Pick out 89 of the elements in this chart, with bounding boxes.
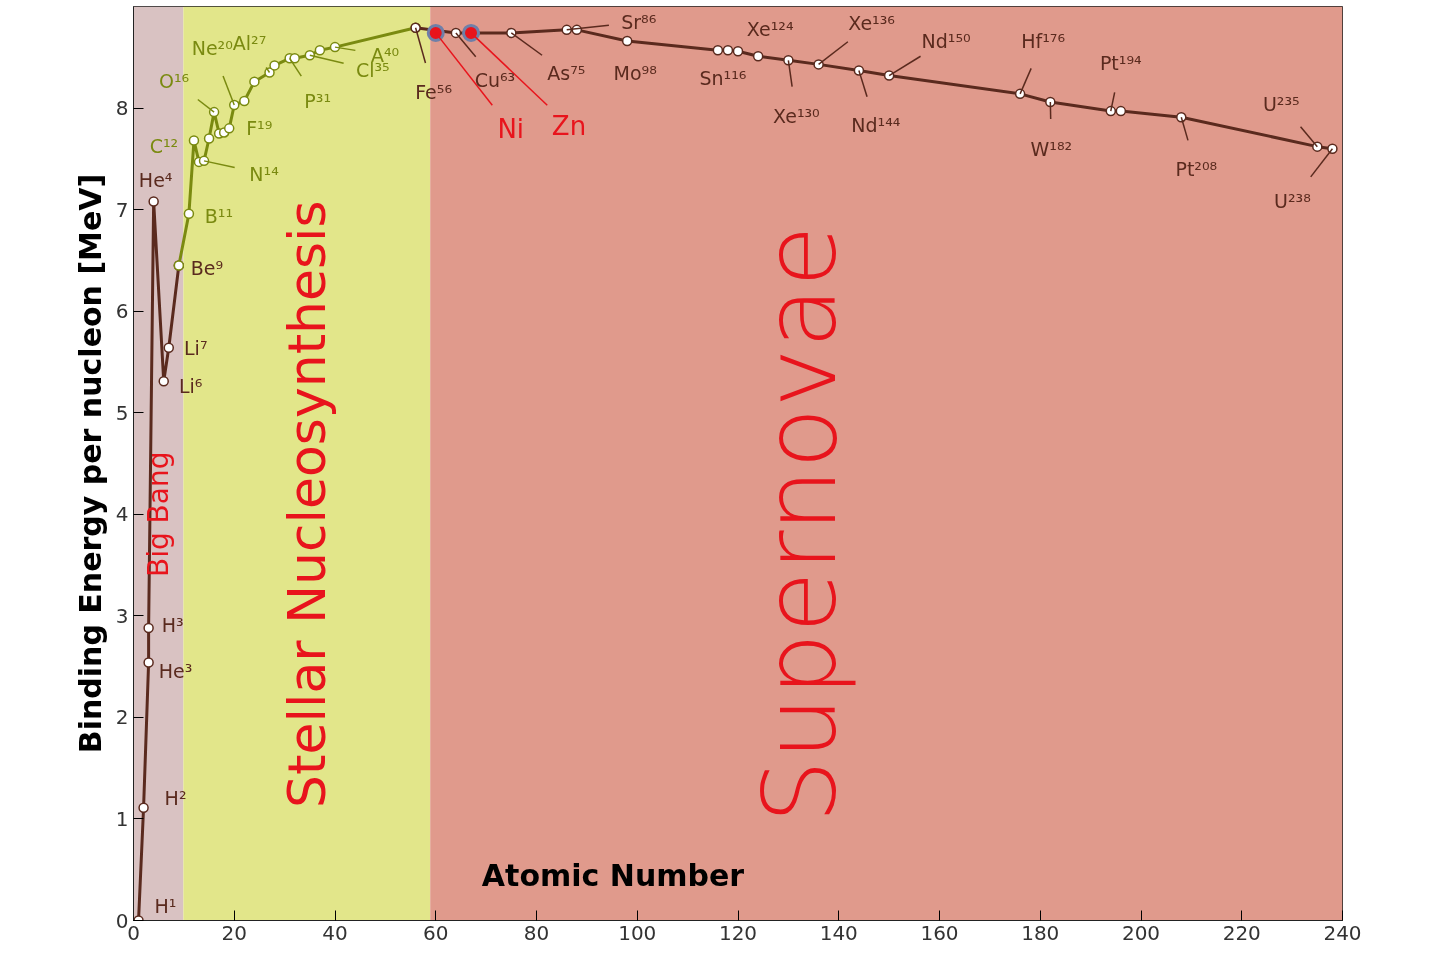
point bbox=[143, 657, 154, 668]
x-tick-label: 160 bbox=[920, 920, 959, 945]
point bbox=[148, 196, 159, 207]
annotation: Mo⁹⁸ bbox=[613, 62, 657, 85]
point bbox=[249, 76, 260, 87]
x-tick-label: 60 bbox=[423, 920, 449, 945]
annotation: Li⁶ bbox=[178, 375, 203, 398]
x-tick-label: 180 bbox=[1021, 920, 1060, 945]
x-tick-label: 80 bbox=[523, 920, 550, 945]
point bbox=[158, 376, 169, 387]
annotation: Al²⁷ bbox=[232, 31, 267, 54]
annotation: Li⁷ bbox=[184, 336, 208, 359]
annotation: H³ bbox=[161, 614, 184, 637]
annotation: Sr⁸⁶ bbox=[621, 10, 657, 33]
annotation: F¹⁹ bbox=[246, 117, 273, 140]
annotation: Sn¹¹⁶ bbox=[699, 67, 747, 90]
annotation: C¹² bbox=[149, 134, 179, 157]
y-tick-label: 6 bbox=[115, 299, 129, 324]
point bbox=[269, 60, 280, 71]
point bbox=[314, 44, 326, 56]
annotation: Xe¹²⁴ bbox=[746, 18, 794, 41]
point bbox=[138, 802, 149, 814]
point bbox=[188, 135, 200, 146]
annotation: Nd¹⁵⁰ bbox=[921, 29, 971, 52]
y-tick-label: 8 bbox=[115, 96, 129, 121]
point bbox=[183, 208, 195, 219]
point bbox=[712, 44, 724, 56]
annotation: Be⁹ bbox=[190, 257, 224, 280]
annotation: Nd¹⁴⁴ bbox=[851, 114, 901, 137]
point bbox=[1327, 143, 1338, 154]
point bbox=[426, 23, 445, 42]
annotation: H¹ bbox=[154, 894, 177, 917]
point bbox=[1115, 105, 1127, 117]
y-tick-label: 5 bbox=[115, 400, 129, 425]
x-tick-label: 240 bbox=[1323, 920, 1362, 945]
annotation: Pt²⁰⁸ bbox=[1175, 158, 1218, 181]
annotation: W¹⁸² bbox=[1030, 137, 1073, 160]
annotation: Pt¹⁹⁴ bbox=[1099, 52, 1143, 75]
point bbox=[621, 35, 633, 47]
annotation: N¹⁴ bbox=[249, 162, 280, 185]
annotation: Hf¹⁷⁶ bbox=[1021, 29, 1066, 52]
point bbox=[732, 45, 744, 57]
point bbox=[304, 50, 316, 61]
x-tick-label: 40 bbox=[322, 920, 348, 945]
y-tick-label: 7 bbox=[115, 197, 129, 222]
y-tick-label: 3 bbox=[115, 603, 129, 628]
annotation: U²³⁵ bbox=[1262, 92, 1300, 115]
y-tick-label: 1 bbox=[115, 806, 129, 831]
band-label: Big Bang bbox=[141, 451, 175, 578]
annotation: O¹⁶ bbox=[159, 70, 190, 93]
point bbox=[163, 342, 175, 353]
point bbox=[143, 622, 154, 634]
annotation: Ne²⁰ bbox=[191, 37, 233, 60]
annotation: H² bbox=[164, 786, 187, 809]
annotation: B¹¹ bbox=[204, 204, 234, 227]
y-tick-label: 4 bbox=[115, 502, 129, 527]
point bbox=[1312, 141, 1323, 152]
point bbox=[1105, 105, 1117, 117]
point bbox=[813, 59, 824, 70]
annotation: He³ bbox=[158, 659, 193, 682]
y-tick-label: 2 bbox=[115, 705, 129, 730]
point bbox=[1045, 96, 1056, 108]
x-axis-title: Atomic Number bbox=[481, 858, 745, 893]
annotation: Ni bbox=[497, 113, 525, 144]
annotation: Xe¹³⁰ bbox=[773, 105, 820, 128]
point bbox=[722, 44, 734, 56]
x-tick-label: 20 bbox=[221, 920, 247, 945]
x-tick-label: 200 bbox=[1121, 920, 1161, 945]
band-label: Supernovae bbox=[741, 225, 859, 824]
annotation: U²³⁸ bbox=[1274, 189, 1311, 212]
annotation: Zn bbox=[551, 110, 587, 141]
annotation: Cu⁶³ bbox=[474, 68, 516, 91]
x-tick-label: 100 bbox=[618, 920, 657, 945]
annotation: As⁷⁵ bbox=[547, 61, 586, 84]
band-label: Stellar Nucleosynthesis bbox=[276, 200, 337, 808]
point bbox=[752, 51, 764, 62]
point bbox=[239, 95, 250, 107]
point bbox=[561, 24, 572, 36]
x-tick-label: 120 bbox=[718, 920, 758, 945]
point bbox=[223, 123, 235, 134]
annotation: Xe¹³⁶ bbox=[848, 12, 895, 35]
y-axis-title: Binding Energy per nucleon [MeV] bbox=[72, 173, 108, 754]
annotation: He⁴ bbox=[138, 169, 173, 192]
x-tick-label: 140 bbox=[819, 920, 858, 945]
annotation: P³¹ bbox=[304, 90, 332, 113]
point bbox=[462, 23, 481, 42]
point bbox=[203, 133, 215, 144]
point bbox=[506, 27, 517, 39]
x-tick-label: 220 bbox=[1222, 920, 1261, 945]
